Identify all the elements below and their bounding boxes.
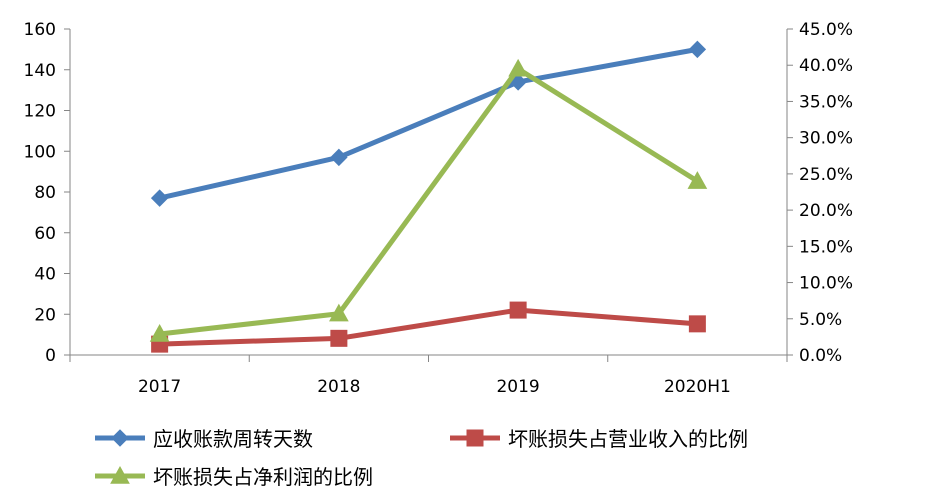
legend-label: 坏账损失占营业收入的比例 xyxy=(508,427,748,451)
legend-item-1: 坏账损失占营业收入的比例 xyxy=(450,427,748,451)
right-axis-ticks: 0.0% 5.0% 10.0% 15.0% 20.0% 25.0% 30.0% 35.0% 40… xyxy=(787,20,853,366)
data-point xyxy=(687,171,708,189)
series-line-2 xyxy=(157,66,700,337)
left-tick-label: 0 xyxy=(45,346,56,366)
left-tick-label: 120 xyxy=(24,102,56,122)
right-tick-label: 30.0% xyxy=(799,129,853,149)
right-tick-label: 20.0% xyxy=(799,201,853,221)
series-0 xyxy=(150,40,707,207)
data-point xyxy=(330,148,348,167)
data-point xyxy=(329,303,349,322)
right-tick-label: 45.0% xyxy=(799,20,853,40)
left-tick-label: 100 xyxy=(24,142,56,162)
data-point xyxy=(149,323,170,342)
left-tick-label: 20 xyxy=(34,305,56,325)
series-line-0 xyxy=(157,46,700,201)
right-tick-label: 35.0% xyxy=(799,92,853,112)
right-tick-label: 10.0% xyxy=(799,274,853,294)
data-point xyxy=(150,189,169,207)
legend-item-2: 坏账损失占净利润的比例 xyxy=(95,465,373,489)
left-tick-label: 80 xyxy=(34,183,56,203)
left-tick-label: 60 xyxy=(34,224,56,244)
legend-marker xyxy=(110,465,130,484)
left-tick-label: 160 xyxy=(24,20,56,40)
legend-label: 坏账损失占净利润的比例 xyxy=(153,465,373,489)
data-point xyxy=(509,301,527,319)
left-axis-ticks: 0 20 40 60 80 100 120 140 160 xyxy=(24,20,70,366)
right-tick-label: 25.0% xyxy=(799,165,853,185)
right-tick-label: 5.0% xyxy=(799,310,842,330)
x-tick-label: 2017 xyxy=(138,377,181,397)
series-line-1 xyxy=(157,307,700,347)
left-tick-label: 140 xyxy=(24,61,56,81)
x-axis-ticks: 2017 2018 2019 2020H1 xyxy=(69,355,788,397)
right-tick-label: 40.0% xyxy=(799,56,853,76)
x-tick-label: 2020H1 xyxy=(664,377,731,397)
data-point xyxy=(688,40,707,59)
left-tick-label: 40 xyxy=(34,265,56,285)
right-tick-label: 15.0% xyxy=(799,237,853,257)
data-point xyxy=(508,58,528,77)
data-point xyxy=(688,315,706,333)
legend-marker xyxy=(111,429,129,447)
data-point xyxy=(330,329,348,347)
x-tick-label: 2019 xyxy=(496,377,539,397)
legend-item-0: 应收账款周转天数 xyxy=(95,427,313,451)
right-tick-label: 0.0% xyxy=(799,346,842,366)
series-layer xyxy=(149,40,708,353)
legend-marker xyxy=(466,429,484,447)
legend-label: 应收账款周转天数 xyxy=(153,427,313,451)
x-tick-label: 2018 xyxy=(317,377,360,397)
series-2 xyxy=(149,58,708,342)
series-1 xyxy=(151,301,706,353)
